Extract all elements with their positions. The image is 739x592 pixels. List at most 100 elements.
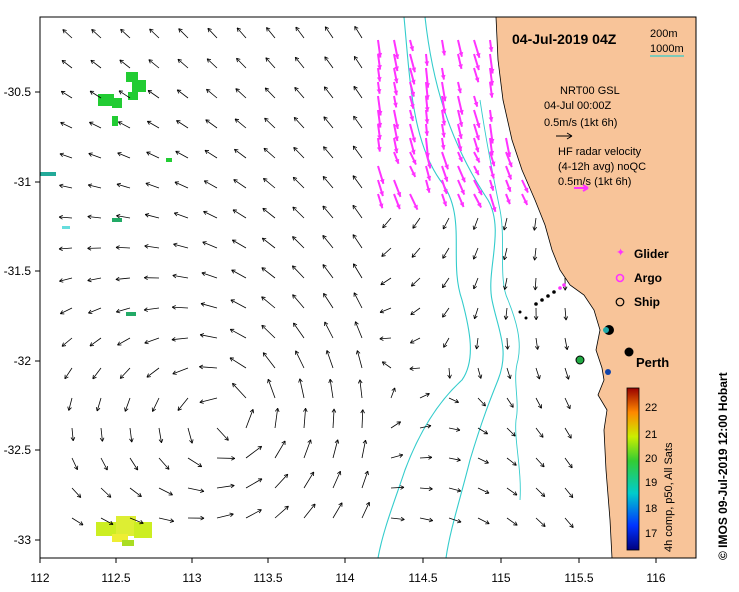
current-arrowhead <box>88 152 93 157</box>
hf-arrowhead <box>457 146 463 152</box>
current-arrowhead <box>365 501 371 507</box>
current-arrow <box>262 207 276 219</box>
current-arrowhead <box>144 213 150 218</box>
current-arrow <box>261 296 276 309</box>
current-arrowhead <box>364 470 369 476</box>
current-arrowhead <box>61 59 67 65</box>
x-tick-label: 114.5 <box>408 571 437 585</box>
current-arrowhead <box>472 284 478 290</box>
current-arrow <box>322 264 334 279</box>
current-arrowhead <box>61 342 67 347</box>
current-arrowhead <box>322 205 327 210</box>
isobath-200m-line <box>377 16 471 559</box>
current-arrow <box>473 277 479 290</box>
current-arrow <box>71 427 74 441</box>
current-arrowhead <box>233 179 238 184</box>
current-arrowhead <box>171 305 176 310</box>
current-arrowhead <box>91 29 96 34</box>
current-arrowhead <box>381 252 386 257</box>
nrt-scale-arrow <box>556 132 573 140</box>
current-arrow <box>235 88 247 99</box>
hf-arrowhead <box>475 157 480 163</box>
current-arrow <box>199 366 218 369</box>
hf-arrowhead <box>442 201 448 207</box>
current-arrowhead <box>337 470 342 476</box>
current-arrowhead <box>204 149 209 154</box>
hf-arrowhead <box>475 122 481 128</box>
current-arrowhead <box>323 116 328 121</box>
current-arrow <box>201 272 218 279</box>
current-arrowhead <box>398 453 404 458</box>
current-arrow <box>245 478 263 489</box>
current-arrow <box>292 236 305 249</box>
hf-radar-arrows <box>376 39 529 213</box>
current-arrow <box>187 457 202 468</box>
current-arrow <box>129 517 144 524</box>
hf-arrowhead <box>490 161 496 167</box>
current-arrow <box>89 121 102 129</box>
current-arrow <box>145 182 160 189</box>
current-arrowhead <box>124 407 129 412</box>
current-arrow <box>303 471 315 489</box>
current-arrowhead <box>229 512 234 518</box>
hf-arrowhead <box>394 66 399 72</box>
current-arrow <box>352 234 363 249</box>
current-arrow <box>173 243 189 249</box>
current-arrow <box>419 425 432 429</box>
current-arrow <box>129 457 139 471</box>
y-tick-label: -31 <box>14 175 32 189</box>
current-arrow <box>236 27 247 39</box>
current-arrowhead <box>189 439 194 444</box>
current-arrowhead <box>89 342 94 347</box>
current-arrowhead <box>169 518 175 523</box>
current-arrowhead <box>203 210 208 215</box>
hf-arrowhead <box>424 107 430 112</box>
current-arrowhead <box>474 345 480 350</box>
hf-arrowhead <box>477 190 482 196</box>
current-arrowhead <box>266 27 271 32</box>
current-arrow <box>88 184 102 189</box>
current-arrow <box>533 217 537 231</box>
current-arrowhead <box>457 518 462 524</box>
current-arrow <box>71 457 78 470</box>
x-axis: 112 112.5 113 113.5 114 114.5 115 115.5 116 <box>30 558 666 585</box>
current-arrowhead <box>353 85 358 91</box>
current-arrowhead <box>396 421 402 426</box>
current-arrow <box>274 505 289 519</box>
current-arrow <box>448 457 461 461</box>
current-arrow <box>477 397 486 407</box>
hf-arrowhead <box>411 171 416 177</box>
current-arrowhead <box>144 339 149 345</box>
current-arrowhead <box>200 515 205 521</box>
current-arrowhead <box>199 333 205 338</box>
current-arrowhead <box>92 374 97 380</box>
current-arrowhead <box>360 409 365 414</box>
current-arrowhead <box>294 56 300 62</box>
current-arrowhead <box>147 89 153 95</box>
current-arrow <box>332 439 339 459</box>
current-arrowhead <box>87 246 92 251</box>
current-arrowhead <box>261 296 266 301</box>
current-arrowhead <box>566 404 571 410</box>
current-arrow <box>448 367 451 379</box>
hf-arrowhead <box>393 78 399 84</box>
current-arrow <box>323 146 334 159</box>
hf-arrowhead <box>394 158 400 164</box>
current-arrowhead <box>564 345 569 351</box>
hf-arrowhead <box>379 191 384 197</box>
current-arrow <box>410 307 421 316</box>
current-arrow <box>118 121 131 129</box>
current-arrowhead <box>322 235 327 240</box>
current-arrow <box>564 517 574 528</box>
current-arrowhead <box>206 58 212 63</box>
current-arrow <box>234 148 247 159</box>
current-arrow <box>352 204 363 219</box>
current-arrow <box>96 397 102 412</box>
current-arrowhead <box>324 321 329 326</box>
current-arrowhead <box>177 406 182 411</box>
current-arrow <box>147 120 160 129</box>
current-arrow <box>177 58 189 69</box>
x-tick-label: 115 <box>491 571 510 585</box>
current-arrowhead <box>379 336 384 341</box>
current-arrow <box>411 277 421 287</box>
